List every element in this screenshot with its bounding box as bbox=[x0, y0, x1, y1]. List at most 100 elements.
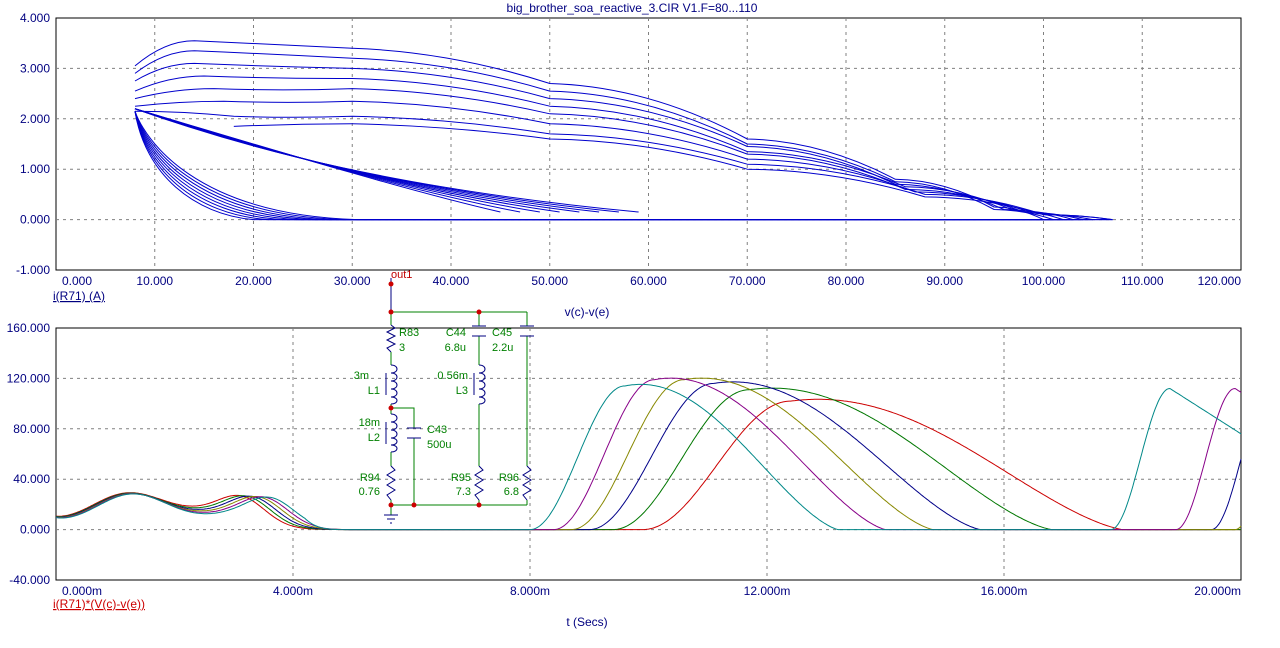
r94-value: 0.76 bbox=[359, 486, 380, 498]
top-return-loop-line bbox=[134, 111, 1113, 221]
top-y-tick-label: 4.000 bbox=[20, 11, 50, 25]
bottom-series-line bbox=[55, 383, 1242, 531]
node-dot bbox=[388, 502, 394, 508]
top-x-tick-label: 90.000 bbox=[926, 274, 963, 288]
c43-symbol bbox=[407, 427, 421, 439]
bottom-x-tick-label: 16.000m bbox=[981, 584, 1028, 598]
bottom-x-tick-label: 12.000m bbox=[744, 584, 791, 598]
r94-label: R94 bbox=[360, 472, 380, 484]
l1-value: 3m bbox=[354, 370, 369, 382]
top-y-tick-label: 3.000 bbox=[20, 61, 50, 75]
top-x-tick-label: 40.000 bbox=[433, 274, 470, 288]
bottom-grid bbox=[56, 328, 1241, 580]
bottom-y-tick-label: 160.000 bbox=[7, 321, 51, 335]
top-x-axis-label: v(c)-v(e) bbox=[565, 305, 610, 319]
l2-value: 18m bbox=[359, 417, 380, 429]
out-node-label: out1 bbox=[391, 269, 412, 281]
top-return-loop-line bbox=[134, 111, 1113, 221]
top-upper-loop-line bbox=[134, 110, 1113, 221]
l3-label: L3 bbox=[456, 385, 468, 397]
r96-symbol bbox=[522, 465, 532, 501]
top-upper-loop-line bbox=[134, 88, 1084, 221]
top-upper-loop-line bbox=[134, 40, 1044, 221]
top-curves bbox=[134, 40, 1113, 221]
top-x-tick-label: 20.000 bbox=[235, 274, 272, 288]
ground-symbol bbox=[384, 514, 398, 524]
node-dots bbox=[388, 281, 482, 508]
l1-label: L1 bbox=[368, 385, 380, 397]
top-y-tick-label: -1.000 bbox=[16, 263, 50, 277]
l1-symbol bbox=[390, 364, 398, 405]
l2-label: L2 bbox=[368, 432, 380, 444]
r96-value: 6.8 bbox=[504, 486, 519, 498]
top-x-tick-label: 120.000 bbox=[1198, 274, 1242, 288]
top-upper-loop-line bbox=[233, 123, 1113, 221]
circuit-schematic: out1 R83 3 3m L1 18m L2 C43 500u R94 0.7… bbox=[354, 269, 534, 524]
bottom-series-line bbox=[55, 387, 1241, 531]
bottom-x-tick-label: 8.000m bbox=[510, 584, 550, 598]
r96-label: R96 bbox=[499, 472, 519, 484]
top-y-tick-label: 0.000 bbox=[20, 213, 50, 227]
c44-value: 6.8u bbox=[445, 342, 466, 354]
top-return-loop-line bbox=[134, 111, 1083, 221]
bottom-x-axis-label: t (Secs) bbox=[566, 615, 607, 629]
top-upper-loop-line bbox=[134, 75, 1074, 221]
top-y-tick-label: 2.000 bbox=[20, 112, 50, 126]
node-dot bbox=[388, 309, 394, 315]
top-upper-loop-line bbox=[134, 50, 1054, 221]
bottom-y-ticks: -40.000 0.000 40.000 80.000 120.000 160.000 bbox=[7, 321, 51, 587]
bottom-y-axis-label: i(R71)*(V(c)-v(e)) bbox=[53, 597, 145, 611]
top-x-tick-label: 70.000 bbox=[729, 274, 766, 288]
top-return-loop-line bbox=[134, 111, 1093, 221]
c45-value: 2.2u bbox=[492, 342, 513, 354]
node-dot bbox=[388, 405, 394, 411]
bottom-x-tick-label: 0.000m bbox=[62, 584, 102, 598]
top-x-tick-label: 60.000 bbox=[630, 274, 667, 288]
r83-label: R83 bbox=[399, 327, 419, 339]
bottom-curves bbox=[55, 377, 1242, 531]
wire-c43-top bbox=[391, 407, 415, 428]
bottom-x-ticks: 0.000m 4.000m 8.000m 12.000m 16.000m 20.000m bbox=[62, 584, 1241, 598]
bottom-y-tick-label: 80.000 bbox=[13, 422, 50, 436]
top-grid bbox=[56, 18, 1241, 270]
bottom-y-tick-label: 40.000 bbox=[13, 472, 50, 486]
bottom-y-tick-label: 120.000 bbox=[7, 371, 51, 385]
c44-label: C44 bbox=[446, 327, 466, 339]
bottom-series-line bbox=[55, 398, 1241, 531]
node-dot bbox=[411, 502, 417, 508]
top-x-tick-label: 0.000 bbox=[62, 274, 92, 288]
top-plot: -1.000 0.000 1.000 2.000 3.000 4.000 0.000 10.… bbox=[16, 11, 1242, 319]
c45-symbol bbox=[520, 325, 534, 337]
top-return-loop-line bbox=[134, 111, 1074, 221]
top-return-loop-line bbox=[134, 111, 1064, 221]
c44-symbol bbox=[472, 325, 486, 337]
bottom-plot-frame bbox=[55, 327, 1242, 581]
r95-value: 7.3 bbox=[456, 486, 471, 498]
r95-label: R95 bbox=[451, 472, 471, 484]
top-x-tick-label: 110.000 bbox=[1121, 274, 1164, 288]
node-dot bbox=[476, 502, 482, 508]
l2-symbol bbox=[390, 413, 398, 453]
bottom-x-tick-label: 4.000m bbox=[273, 584, 313, 598]
r95-symbol bbox=[474, 465, 484, 501]
top-y-tick-label: 1.000 bbox=[20, 162, 50, 176]
l3-symbol bbox=[478, 364, 486, 405]
top-tail-line bbox=[134, 108, 639, 213]
top-return-loop-line bbox=[134, 111, 1054, 221]
r83-symbol bbox=[385, 324, 397, 353]
bottom-y-tick-label: 0.000 bbox=[20, 523, 50, 537]
c45-label: C45 bbox=[492, 327, 512, 339]
top-x-ticks: 0.000 10.000 20.000 30.000 40.000 50.000 60.00… bbox=[62, 274, 1241, 288]
top-x-tick-label: 100.000 bbox=[1022, 274, 1066, 288]
node-dot bbox=[476, 309, 482, 315]
bottom-x-tick-label: 20.000m bbox=[1194, 584, 1241, 598]
top-return-loop-line bbox=[134, 111, 1044, 221]
top-y-axis-label: i(R71) (A) bbox=[53, 289, 105, 303]
node-dot bbox=[388, 281, 394, 287]
top-x-tick-label: 50.000 bbox=[531, 274, 568, 288]
top-x-tick-label: 80.000 bbox=[828, 274, 865, 288]
r94-symbol bbox=[386, 465, 396, 501]
top-x-tick-label: 30.000 bbox=[334, 274, 371, 288]
top-y-ticks: -1.000 0.000 1.000 2.000 3.000 4.000 bbox=[16, 11, 50, 277]
